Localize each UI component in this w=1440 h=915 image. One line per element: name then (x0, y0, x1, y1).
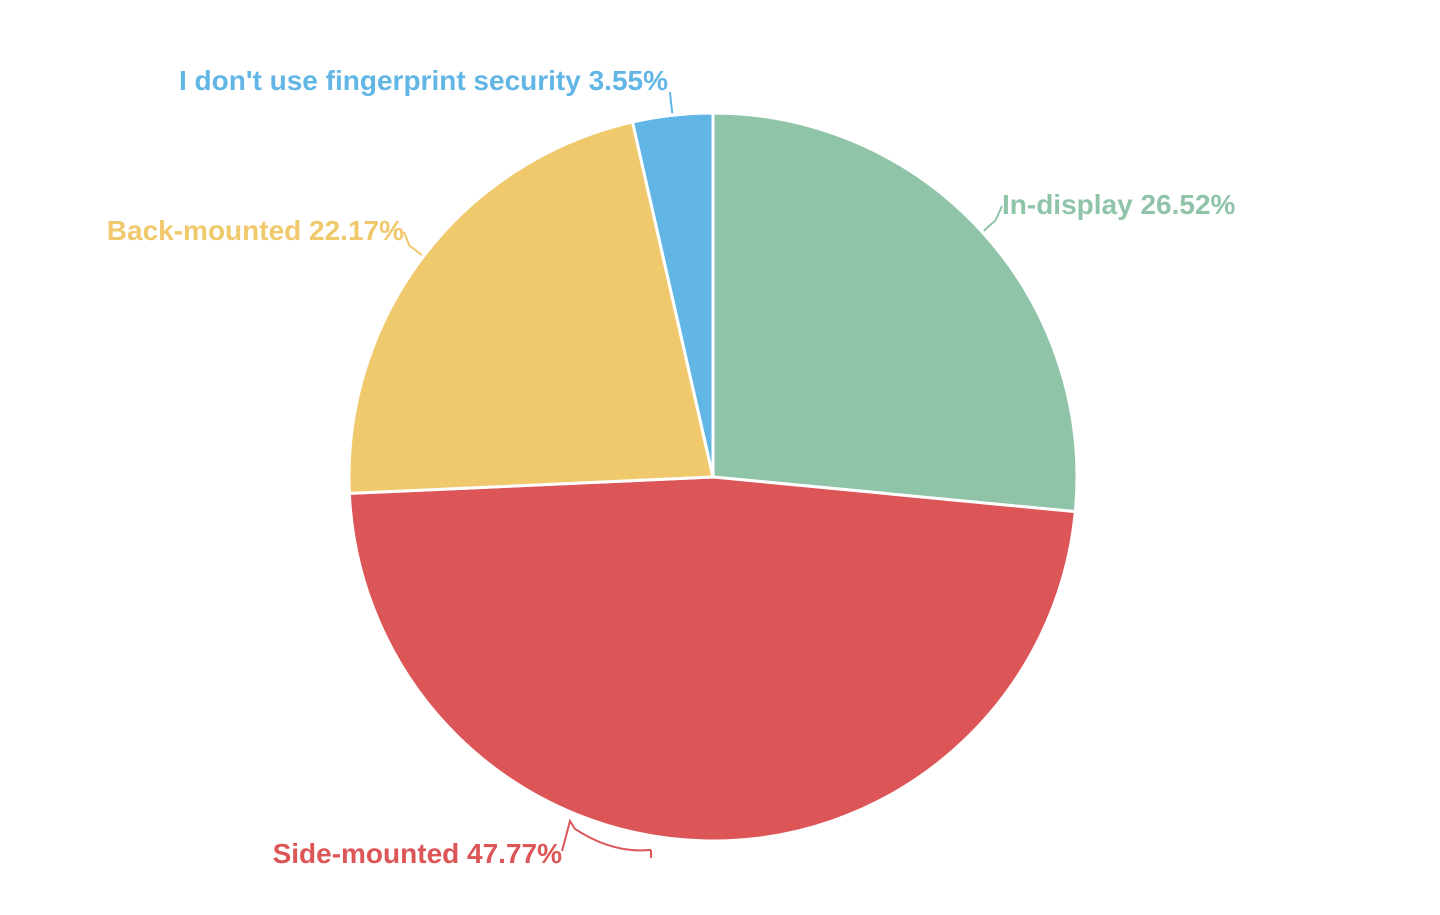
slice-label-back-mounted: Back-mounted 22.17% (107, 215, 404, 246)
leader-line-i-don-t-use-fingerprint-security (669, 91, 674, 114)
slice-label-name: Back-mounted (107, 215, 301, 246)
slice-label-value: 26.52% (1133, 189, 1236, 220)
pie-slice-back-mounted (347, 120, 715, 495)
slice-label-i-don-t-use-fingerprint-security: I don't use fingerprint security 3.55% (179, 65, 668, 96)
slice-label-value: 22.17% (301, 215, 404, 246)
leader-line-in-display (983, 205, 1003, 232)
slice-label-value: 47.77% (459, 838, 562, 869)
pie-slice-in-display (711, 111, 1079, 514)
slice-label-side-mounted: Side-mounted 47.77% (273, 838, 563, 869)
leader-line-back-mounted (403, 231, 423, 256)
slice-label-name: I don't use fingerprint security (179, 65, 581, 96)
slice-label-name: Side-mounted (273, 838, 460, 869)
slice-label-value: 3.55% (581, 65, 668, 96)
pie-slice-i-don-t-use-fingerprint-security (630, 111, 715, 479)
slice-label-name: In-display (1002, 189, 1133, 220)
pie-slice-side-mounted (347, 475, 1077, 843)
leader-line-side-mounted (561, 818, 653, 858)
slice-label-in-display: In-display 26.52% (1002, 189, 1236, 220)
